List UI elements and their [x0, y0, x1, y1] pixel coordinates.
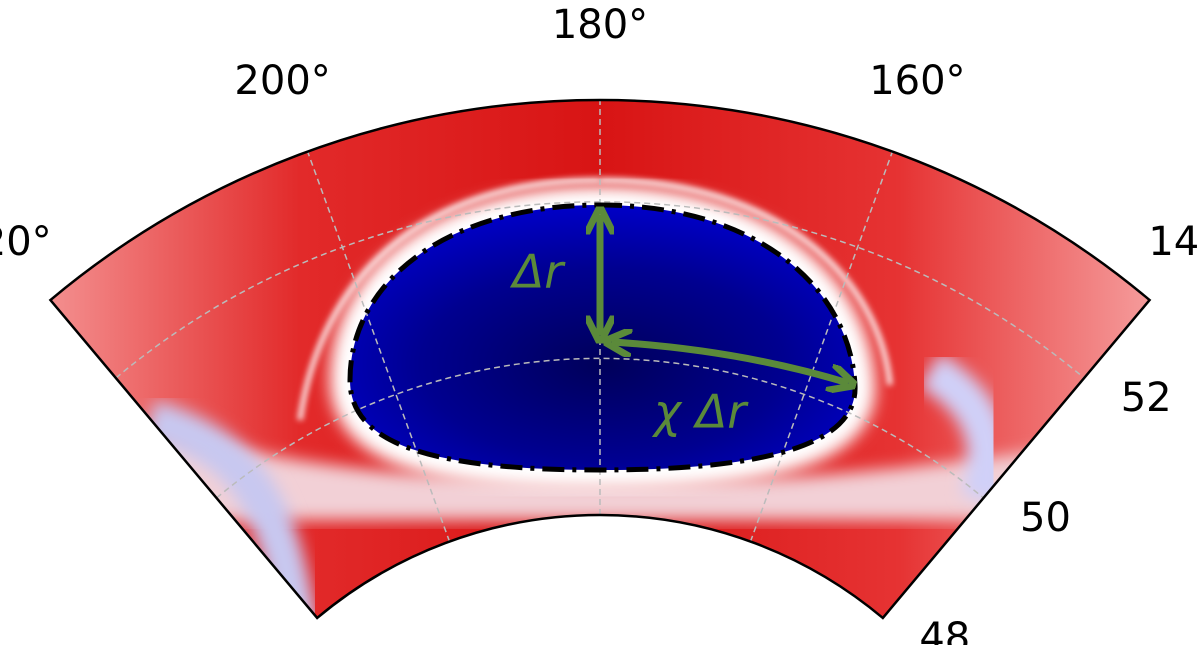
grid-line — [749, 151, 894, 542]
r-tick-label: 48 — [919, 615, 970, 645]
grid-line — [216, 357, 984, 499]
halo-ring — [297, 177, 601, 421]
theta-tick-label: 140° — [1148, 219, 1200, 265]
field-streak — [919, 352, 1008, 507]
frame — [48, 98, 1152, 620]
grid-line — [306, 151, 451, 542]
grid — [115, 100, 1085, 542]
r-tick-label: 50 — [1020, 495, 1071, 541]
annotation: Δr — [510, 245, 566, 299]
annotation: χ Δr — [651, 385, 749, 439]
theta-tick-label: 220° — [0, 219, 52, 265]
halo-ring — [599, 177, 893, 386]
r-tick-label: 52 — [1121, 375, 1172, 421]
grid-line — [115, 201, 1085, 379]
theta-tick-label: 160° — [869, 58, 965, 104]
boundary-contour — [347, 202, 858, 473]
theta-tick-label: 180° — [552, 2, 648, 48]
arrow-chi-dr — [612, 342, 848, 383]
field-band — [160, 430, 1050, 520]
theta-tick-label: 200° — [234, 58, 330, 104]
